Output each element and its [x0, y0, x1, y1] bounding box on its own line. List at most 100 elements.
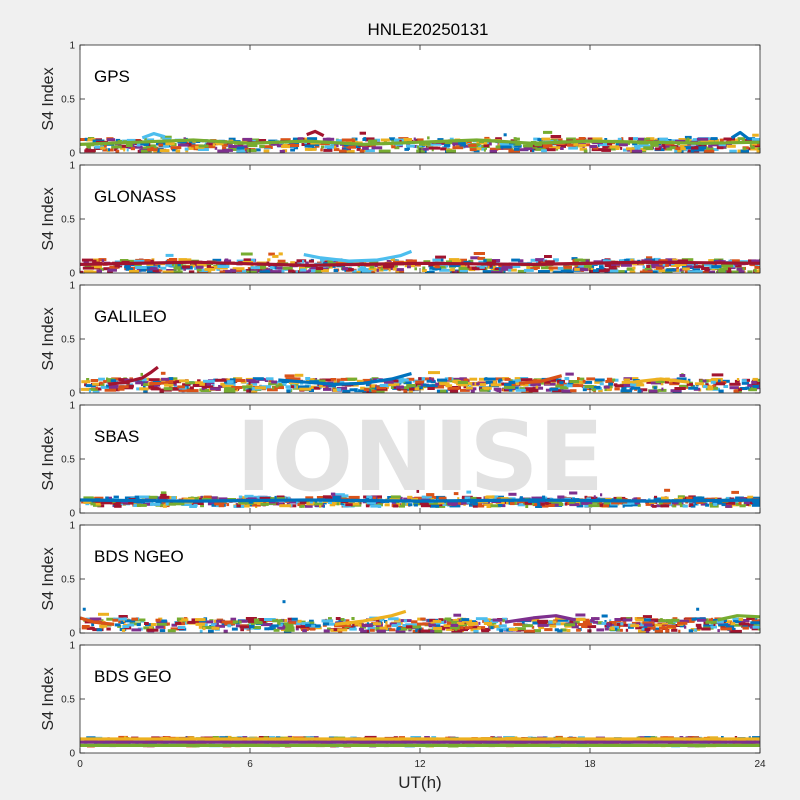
data-point	[734, 379, 740, 383]
data-point	[676, 377, 687, 381]
data-point	[458, 383, 468, 387]
data-point	[556, 144, 566, 148]
data-point	[449, 268, 455, 272]
data-point	[537, 623, 549, 627]
data-point	[576, 628, 581, 632]
data-point	[712, 143, 724, 147]
data-point	[406, 384, 416, 387]
data-point	[519, 387, 525, 391]
data-point	[488, 142, 492, 146]
data-point	[703, 385, 708, 389]
data-point	[521, 389, 533, 393]
data-point	[715, 497, 718, 501]
data-point	[131, 628, 142, 632]
data-point	[215, 142, 224, 146]
data-point	[437, 501, 444, 505]
data-point	[369, 628, 375, 632]
data-point	[214, 146, 218, 150]
data-point	[583, 149, 588, 153]
data-point	[669, 146, 677, 150]
data-point	[470, 256, 480, 260]
data-point	[687, 378, 691, 382]
data-point	[461, 619, 473, 623]
data-point	[489, 147, 499, 151]
data-point	[384, 380, 394, 384]
data-point	[694, 502, 698, 506]
data-point	[419, 501, 429, 505]
data-point	[144, 137, 147, 141]
data-point	[732, 617, 739, 621]
data-point	[233, 268, 242, 272]
data-point	[741, 379, 747, 383]
data-point	[670, 389, 682, 393]
data-point	[506, 628, 511, 632]
data-point	[200, 504, 204, 508]
data-point	[309, 619, 314, 623]
data-point	[246, 144, 258, 148]
data-point	[104, 388, 116, 392]
series-track	[80, 260, 760, 267]
data-point	[692, 138, 698, 142]
data-point	[84, 383, 88, 387]
data-point	[395, 269, 405, 273]
data-point	[585, 259, 590, 263]
data-point	[143, 626, 155, 630]
data-point	[614, 387, 620, 391]
data-point	[150, 502, 161, 506]
data-point	[384, 624, 387, 628]
data-point	[508, 380, 516, 384]
data-point	[210, 387, 221, 391]
data-point	[702, 379, 707, 383]
data-point	[228, 145, 238, 148]
data-point	[730, 622, 736, 626]
data-point	[623, 623, 632, 627]
data-point	[371, 389, 377, 393]
data-point	[189, 505, 197, 508]
data-point	[592, 137, 603, 141]
data-point	[495, 137, 502, 141]
data-point	[295, 270, 298, 273]
data-point	[254, 618, 260, 622]
data-point	[390, 379, 399, 383]
data-point	[492, 618, 503, 622]
data-point	[704, 263, 713, 267]
series-track	[504, 614, 577, 624]
x-tick-label: 18	[584, 759, 596, 770]
data-point	[429, 266, 435, 270]
data-point	[211, 626, 220, 630]
data-point	[440, 147, 447, 151]
data-point	[166, 622, 170, 626]
data-point	[430, 380, 436, 384]
data-point	[604, 627, 609, 631]
data-point	[714, 139, 719, 143]
data-point	[490, 626, 494, 630]
data-point	[492, 625, 501, 629]
data-point	[605, 380, 614, 383]
data-point	[428, 623, 436, 627]
data-point	[314, 379, 326, 383]
data-point	[117, 387, 125, 391]
data-point	[479, 388, 490, 392]
data-point	[739, 619, 750, 622]
data-point	[565, 372, 574, 376]
data-point	[335, 617, 341, 620]
data-point	[450, 623, 459, 627]
data-point	[197, 263, 207, 267]
data-point	[236, 504, 241, 508]
y-tick-label: 0.5	[61, 95, 75, 106]
data-point	[733, 623, 743, 627]
data-point	[305, 261, 309, 265]
data-point	[591, 148, 604, 152]
data-point	[222, 148, 233, 152]
data-point	[602, 145, 613, 149]
data-point	[703, 624, 715, 628]
data-point	[692, 385, 695, 388]
data-point	[594, 380, 603, 384]
data-point	[185, 258, 192, 262]
data-point	[233, 377, 243, 381]
data-point	[126, 384, 134, 388]
data-point	[472, 502, 478, 506]
data-point	[582, 145, 585, 149]
data-point	[95, 386, 99, 390]
data-point	[545, 388, 552, 392]
